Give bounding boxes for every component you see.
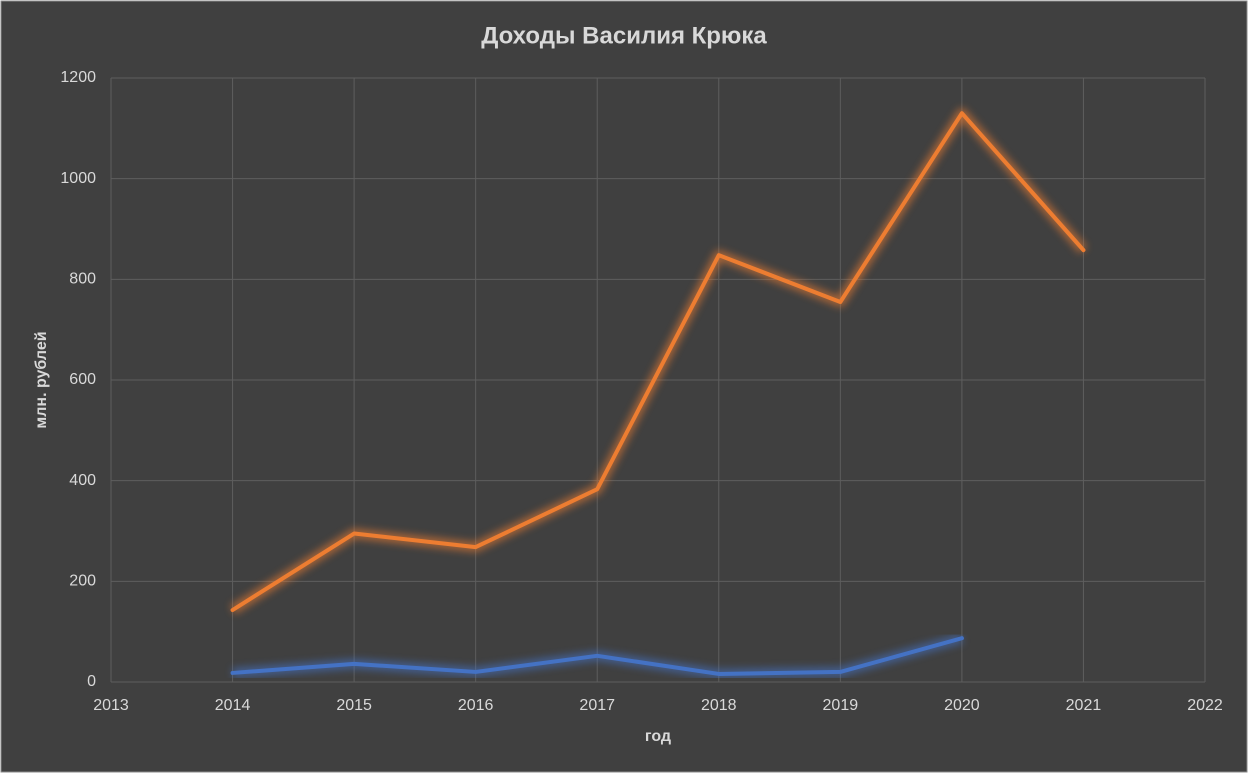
y-tick-label: 800 bbox=[69, 271, 96, 288]
x-tick-label: 2014 bbox=[215, 697, 251, 714]
x-tick-label: 2022 bbox=[1187, 697, 1223, 714]
line bbox=[230, 111, 1086, 613]
y-tick-label: 600 bbox=[69, 371, 96, 388]
x-tick-label: 2020 bbox=[944, 697, 980, 714]
y-tick-label: 400 bbox=[69, 472, 96, 489]
x-tick-label: 2013 bbox=[93, 697, 129, 714]
x-tick-label: 2015 bbox=[336, 697, 372, 714]
y-axis-label: млн. рублей bbox=[33, 331, 50, 428]
y-tick-label: 1200 bbox=[60, 69, 96, 86]
x-tick-label: 2018 bbox=[701, 697, 737, 714]
x-tick-label: 2021 bbox=[1066, 697, 1102, 714]
y-tick-label: 0 bbox=[87, 673, 96, 690]
y-tick-label: 1000 bbox=[60, 170, 96, 187]
x-axis-label: год bbox=[645, 728, 671, 745]
x-tick-label: 2017 bbox=[579, 697, 615, 714]
chart-title: Доходы Василия Крюка bbox=[481, 22, 767, 49]
x-tick-label: 2019 bbox=[823, 697, 859, 714]
y-tick-label: 200 bbox=[69, 573, 96, 590]
x-tick-label: 2016 bbox=[458, 697, 494, 714]
line bbox=[230, 636, 964, 676]
